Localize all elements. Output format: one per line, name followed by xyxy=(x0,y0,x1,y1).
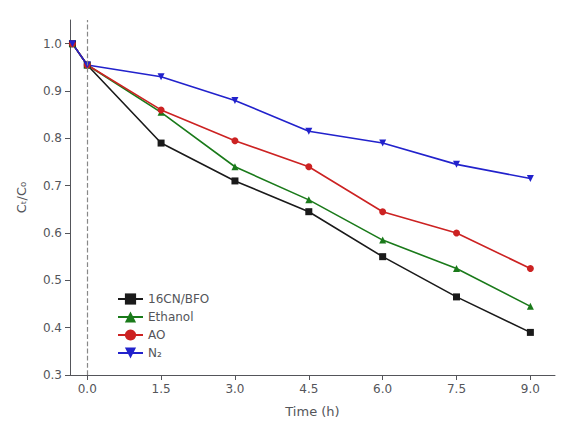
svg-text:0.9: 0.9 xyxy=(43,84,62,98)
svg-text:Time (h): Time (h) xyxy=(284,404,339,419)
svg-text:0.6: 0.6 xyxy=(43,226,62,240)
svg-text:9.0: 9.0 xyxy=(521,382,540,396)
svg-text:Cₜ/C₀: Cₜ/C₀ xyxy=(14,182,29,214)
svg-text:1.0: 1.0 xyxy=(43,37,62,51)
svg-text:0.0: 0.0 xyxy=(78,382,97,396)
svg-text:0.4: 0.4 xyxy=(43,321,62,335)
svg-text:4.5: 4.5 xyxy=(299,382,318,396)
svg-text:0.8: 0.8 xyxy=(43,131,62,145)
svg-text:N₂: N₂ xyxy=(148,346,162,360)
svg-text:6.0: 6.0 xyxy=(373,382,392,396)
svg-text:7.5: 7.5 xyxy=(447,382,466,396)
svg-text:1.5: 1.5 xyxy=(152,382,171,396)
svg-text:3.0: 3.0 xyxy=(225,382,244,396)
svg-text:0.5: 0.5 xyxy=(43,273,62,287)
svg-text:0.7: 0.7 xyxy=(43,179,62,193)
svg-text:16CN/BFO: 16CN/BFO xyxy=(148,292,209,306)
svg-text:AO: AO xyxy=(148,328,165,342)
svg-text:0.3: 0.3 xyxy=(43,368,62,382)
svg-text:Ethanol: Ethanol xyxy=(148,310,194,324)
